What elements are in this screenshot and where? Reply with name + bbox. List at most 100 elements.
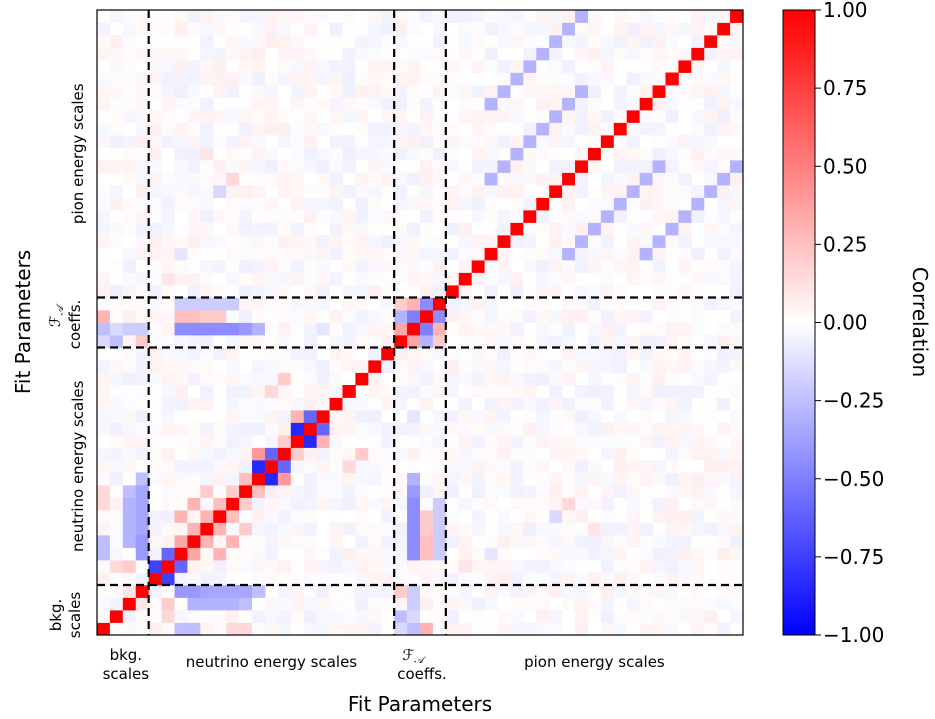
heatmap-cell — [587, 322, 602, 336]
heatmap-cell — [575, 397, 589, 411]
heatmap-cell — [639, 372, 653, 386]
heatmap-cell — [200, 572, 214, 586]
heatmap-cell — [626, 85, 641, 98]
heatmap-cell — [368, 435, 382, 448]
heatmap-cell — [639, 197, 653, 211]
heatmap-cell — [445, 397, 460, 411]
heatmap-cell — [432, 322, 447, 336]
heatmap-cell — [497, 385, 511, 398]
heatmap-cell — [368, 222, 382, 236]
heatmap-cell — [342, 260, 356, 273]
heatmap-cell — [277, 535, 292, 548]
heatmap-cell — [381, 422, 395, 436]
heatmap-cell — [213, 435, 227, 448]
heatmap-cell — [510, 497, 524, 511]
heatmap-cell — [329, 460, 343, 473]
heatmap-cell — [717, 535, 731, 548]
heatmap-cell — [368, 135, 382, 148]
heatmap-cell — [730, 335, 744, 348]
heatmap-cell — [613, 522, 628, 536]
heatmap-cell — [678, 535, 692, 548]
heatmap-cell — [600, 297, 615, 311]
heatmap-cell — [613, 122, 628, 136]
heatmap-cell — [536, 560, 550, 573]
heatmap-cell — [239, 585, 253, 598]
heatmap-cell — [471, 372, 485, 386]
heatmap-cell — [148, 560, 162, 573]
heatmap-cell — [549, 185, 563, 198]
heatmap-cell — [329, 497, 343, 511]
heatmap-cell — [445, 610, 460, 623]
heatmap-cell — [264, 147, 279, 161]
heatmap-cell — [458, 622, 473, 636]
heatmap-cell — [394, 560, 408, 573]
heatmap-cell — [264, 172, 279, 186]
heatmap-cell — [381, 35, 395, 48]
heatmap-cell — [342, 485, 356, 498]
heatmap-cell — [355, 285, 369, 298]
heatmap-cell — [432, 210, 447, 223]
heatmap-cell — [652, 572, 666, 586]
heatmap-cell — [174, 35, 188, 48]
heatmap-cell — [613, 597, 628, 611]
heatmap-cell — [161, 522, 175, 536]
heatmap-cell — [678, 610, 692, 623]
heatmap-cell — [187, 22, 201, 36]
heatmap-cell — [497, 10, 511, 23]
heatmap-cell — [135, 247, 150, 261]
heatmap-cell — [161, 260, 175, 273]
heatmap-cell — [420, 97, 434, 111]
heatmap-cell — [613, 197, 628, 211]
heatmap-cell — [458, 260, 473, 273]
heatmap-cell — [316, 122, 330, 136]
heatmap-cell — [587, 272, 602, 286]
heatmap-cell — [458, 72, 473, 86]
heatmap-cell — [562, 60, 576, 73]
heatmap-cell — [575, 22, 589, 36]
heatmap-cell — [381, 522, 395, 536]
heatmap-cell — [135, 572, 150, 586]
heatmap-cell — [458, 472, 473, 486]
heatmap-cell — [704, 110, 718, 123]
heatmap-cell — [316, 422, 330, 436]
heatmap-cell — [122, 135, 137, 148]
heatmap-cell — [200, 497, 214, 511]
heatmap-cell — [174, 585, 188, 598]
heatmap-cell — [691, 522, 705, 536]
heatmap-cell — [135, 147, 150, 161]
heatmap-cell — [575, 547, 589, 561]
heatmap-cell — [458, 360, 473, 373]
heatmap-cell — [394, 235, 408, 248]
heatmap-cell — [368, 410, 382, 423]
heatmap-cell — [730, 547, 744, 561]
heatmap-cell — [432, 160, 447, 173]
heatmap-cell — [264, 22, 279, 36]
heatmap-cell — [200, 147, 214, 161]
heatmap-cell — [355, 35, 369, 48]
heatmap-cell — [161, 235, 175, 248]
heatmap-cell — [575, 247, 589, 261]
heatmap-cell — [239, 110, 253, 123]
heatmap-cell — [329, 97, 343, 111]
heatmap-cell — [122, 110, 137, 123]
heatmap-cell — [109, 285, 124, 298]
heatmap-cell — [626, 22, 641, 36]
heatmap-cell — [239, 35, 253, 48]
heatmap-cell — [316, 60, 330, 73]
heatmap-cell — [497, 622, 511, 636]
heatmap-cell — [471, 472, 485, 486]
heatmap-cell — [329, 235, 343, 248]
heatmap-cell — [445, 122, 460, 136]
heatmap-cell — [342, 610, 356, 623]
heatmap-cell — [329, 360, 343, 373]
heatmap-cell — [252, 235, 266, 248]
heatmap-cell — [264, 222, 279, 236]
heatmap-cell — [290, 622, 305, 636]
heatmap-cell — [97, 110, 111, 123]
heatmap-cell — [161, 372, 175, 386]
heatmap-cell — [575, 47, 589, 61]
heatmap-cell — [536, 585, 550, 598]
heatmap-cell — [613, 485, 628, 498]
heatmap-cell — [432, 272, 447, 286]
heatmap-cell — [691, 47, 705, 61]
